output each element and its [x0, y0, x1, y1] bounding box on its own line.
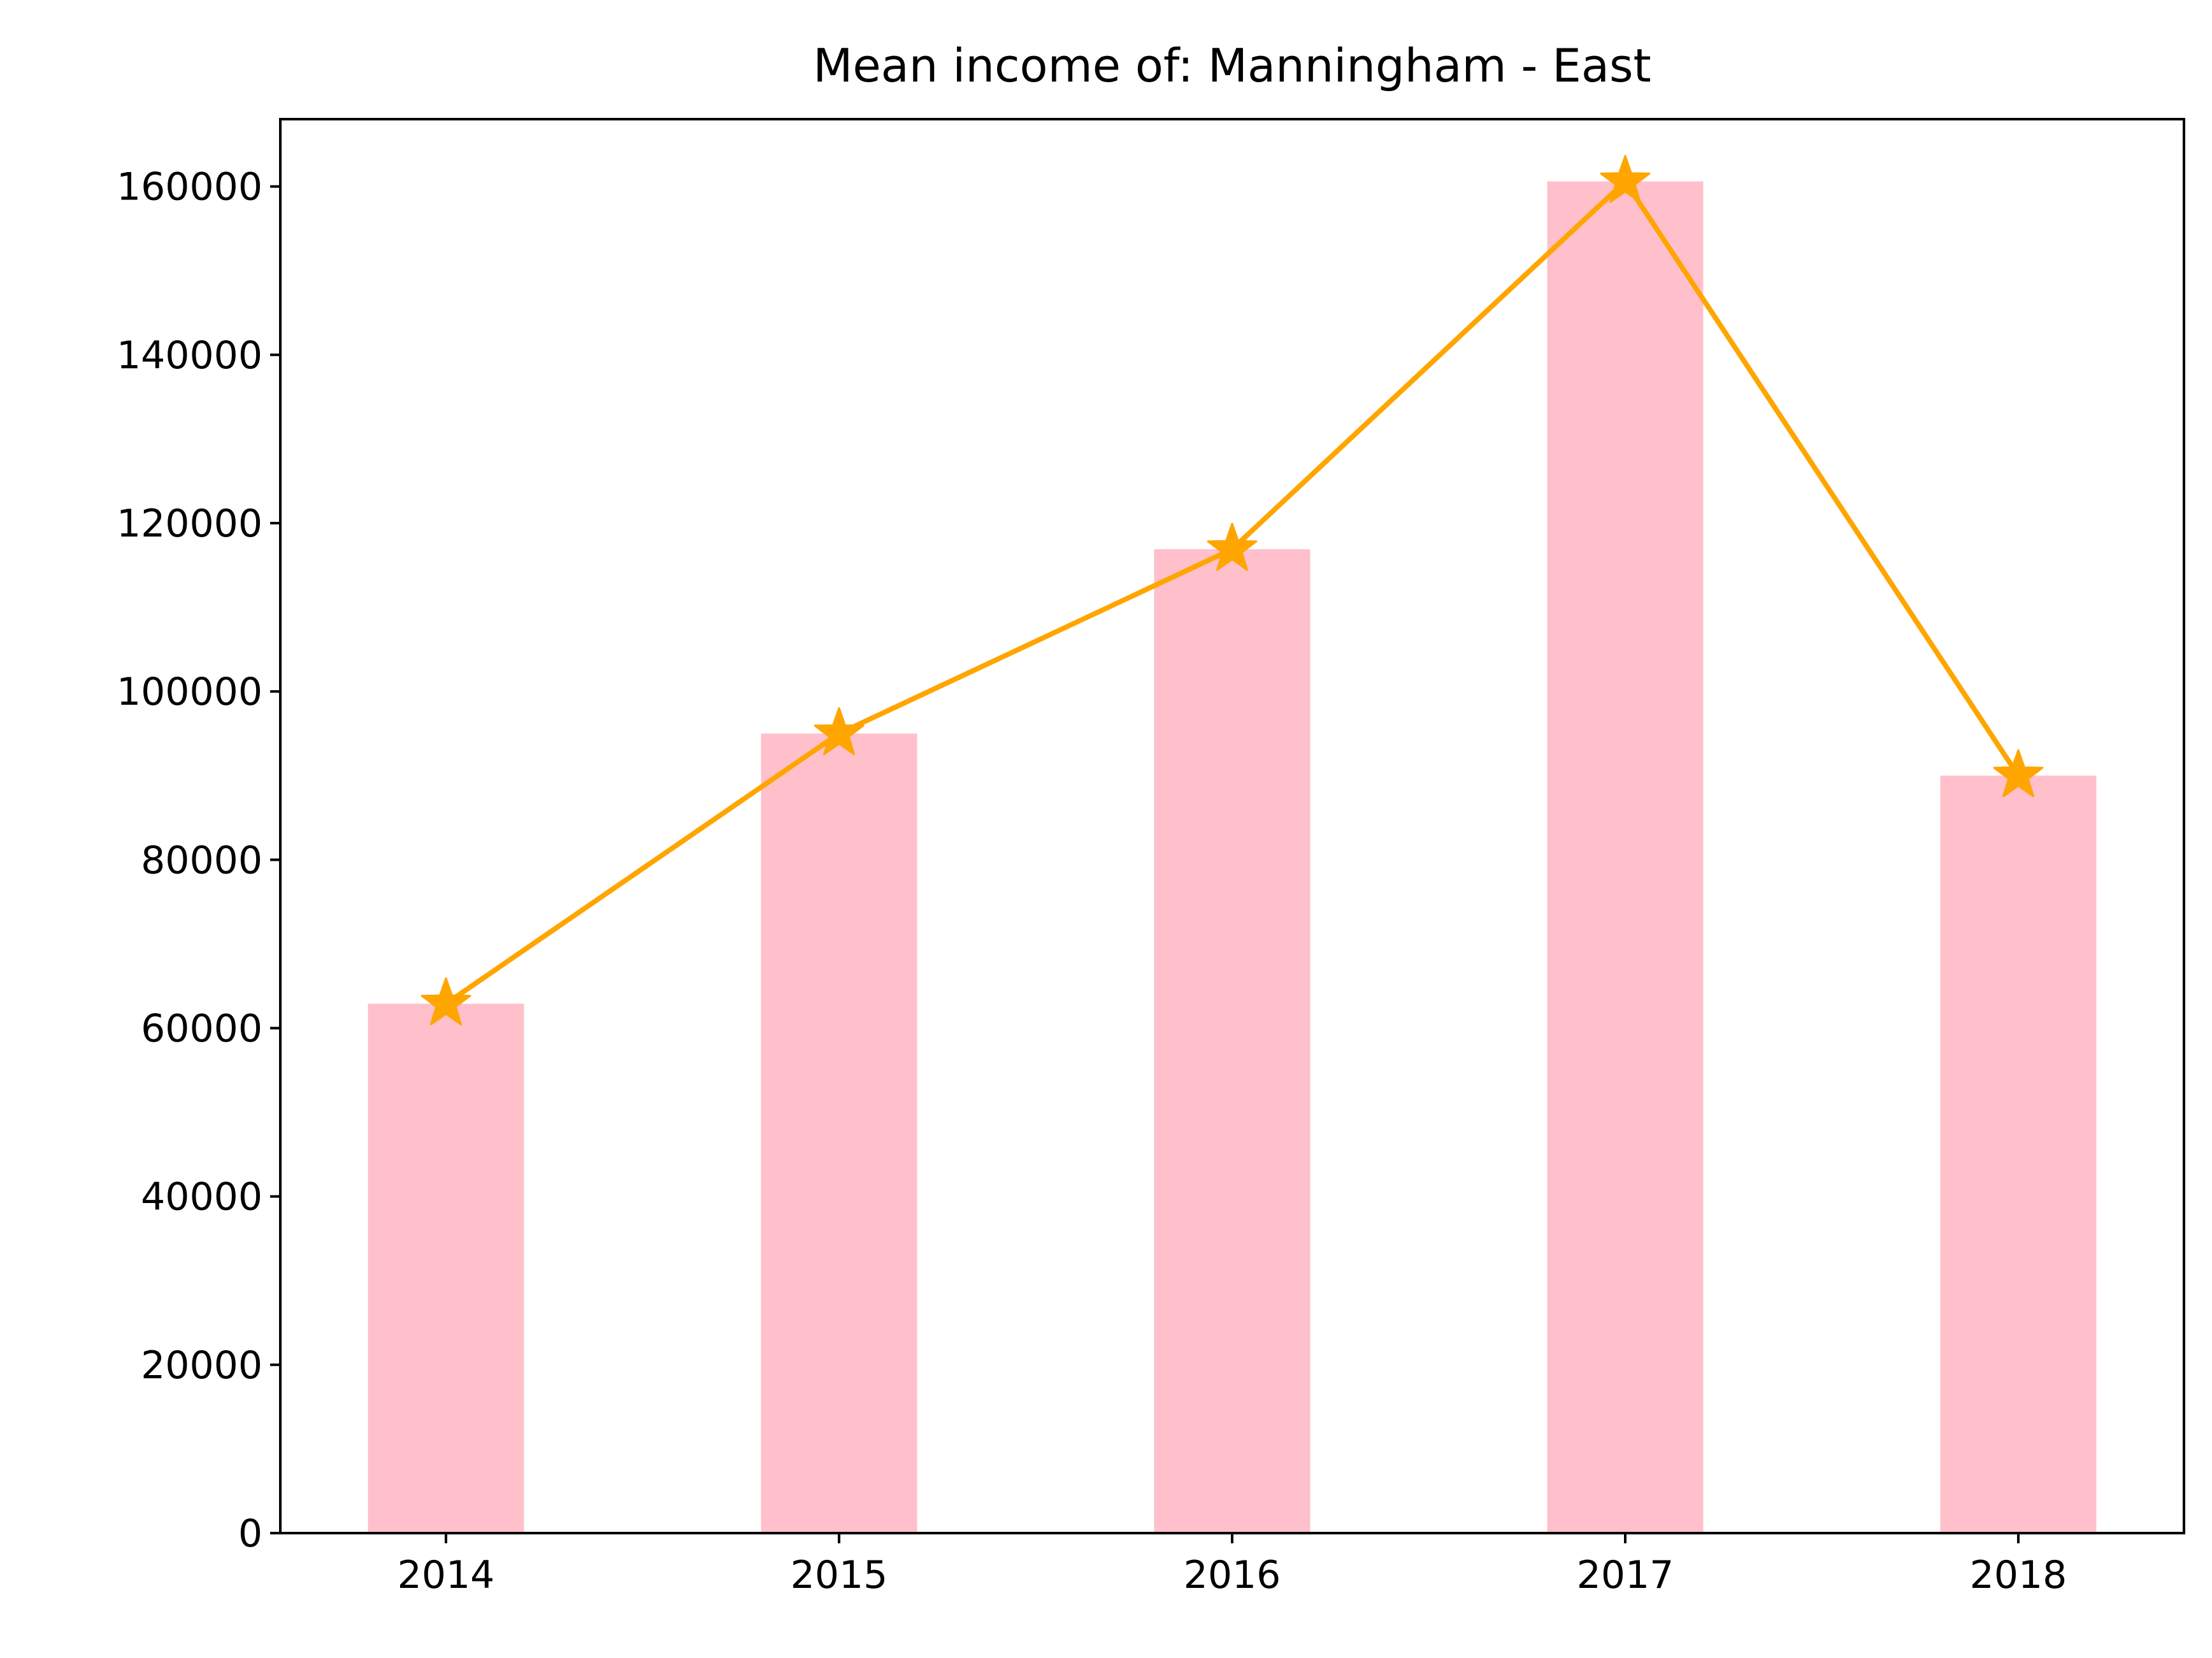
y-tick-label: 40000: [141, 1175, 262, 1220]
x-tick-label-2017: 2017: [1577, 1553, 1674, 1597]
x-axis: 2014 2015 2016 2017 2018: [398, 1533, 2067, 1597]
star-marker-2014: [420, 977, 471, 1026]
x-tick-label-2015: 2015: [791, 1553, 888, 1597]
trend-line-group: [420, 155, 2044, 1026]
x-tick-label-2014: 2014: [398, 1553, 495, 1597]
y-tick-label: 80000: [141, 838, 262, 883]
x-tick-label-2018: 2018: [1970, 1553, 2067, 1597]
star-marker-2015: [814, 707, 865, 756]
bar-2016: [1154, 549, 1311, 1534]
plot-frame: [279, 118, 2185, 1534]
bars-group: [368, 181, 2097, 1534]
x-tick-label-2016: 2016: [1184, 1553, 1281, 1597]
y-tick-label: 20000: [141, 1343, 262, 1388]
y-tick-label: 100000: [117, 670, 262, 714]
chart-title: Mean income of: Manningham - East: [813, 39, 1651, 92]
y-tick-label: 60000: [141, 1007, 262, 1051]
y-tick-label: 160000: [117, 165, 262, 210]
star-marker-2018: [1993, 749, 2044, 798]
bar-2014: [368, 1004, 524, 1533]
star-marker-2016: [1207, 523, 1258, 571]
y-tick-label: 0: [238, 1511, 262, 1556]
bar-2017: [1547, 181, 1704, 1533]
y-tick-label: 140000: [117, 333, 262, 378]
star-marker-2017: [1600, 155, 1651, 203]
bar-2018: [1940, 775, 2097, 1533]
y-axis: 0 20000 40000 60000 80000 100000 120000 140000 1…: [117, 165, 280, 1556]
y-tick-label: 120000: [117, 501, 262, 546]
bar-2015: [761, 733, 917, 1533]
